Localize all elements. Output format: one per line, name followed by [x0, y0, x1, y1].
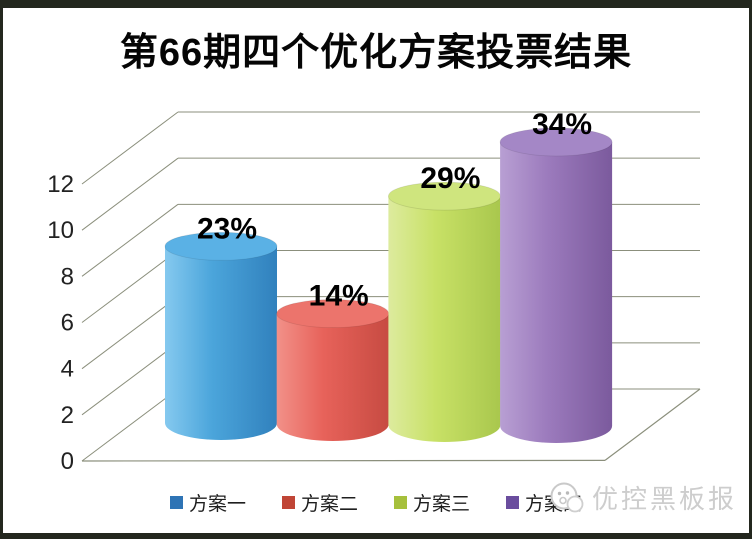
- y-axis-tick-label: 0: [61, 448, 74, 475]
- data-label: 14%: [309, 280, 369, 313]
- grid-line-depth: [81, 111, 179, 185]
- cylinder-body-方案三: [388, 196, 501, 442]
- floor-right-edge: [604, 388, 701, 461]
- cylinder-body-方案四: [500, 142, 613, 443]
- legend-swatch: [281, 496, 295, 509]
- cylinder-top-方案四: [499, 127, 613, 157]
- legend-swatch: [506, 496, 520, 509]
- y-axis-tick-label: 12: [47, 171, 74, 198]
- grid-line-depth: [81, 388, 179, 462]
- cylinder-top-方案一: [164, 231, 278, 261]
- floor-front-edge: [81, 459, 606, 462]
- watermark: 优控黑板报: [547, 479, 737, 516]
- grid-line-depth: [81, 342, 179, 416]
- y-axis-tick-label: 2: [61, 402, 74, 429]
- legend-label: 方案二: [300, 494, 358, 515]
- grid-line-depth: [81, 250, 179, 323]
- data-label: 34%: [532, 108, 592, 141]
- data-label: 29%: [420, 162, 480, 195]
- legend-swatch: [169, 496, 183, 509]
- legend-item-3: 方案三: [394, 489, 470, 516]
- legend-label: 方案三: [413, 494, 471, 515]
- y-axis-tick-label: 4: [61, 356, 74, 383]
- y-axis-tick-label: 6: [61, 310, 74, 337]
- y-axis-tick-label: 10: [47, 217, 74, 244]
- grid-line-depth: [81, 296, 179, 370]
- watermark-text: 优控黑板报: [592, 484, 738, 514]
- legend: 方案一 方案二 方案三 方案四: [0, 489, 752, 516]
- chart-title: 第66期四个优化方案投票结果: [119, 32, 633, 74]
- legend-item-2: 方案二: [281, 489, 358, 516]
- legend-item-1: 方案一: [169, 489, 246, 516]
- grid-line-depth: [81, 157, 179, 231]
- legend-label: 方案一: [188, 494, 246, 515]
- grid-line-depth: [81, 203, 179, 277]
- cylinder-body-方案一: [165, 246, 277, 440]
- y-axis-tick-label: 8: [61, 263, 74, 290]
- cylinder-body-方案二: [276, 313, 389, 441]
- data-label: 23%: [197, 212, 257, 245]
- legend-swatch: [394, 496, 407, 509]
- smiley-face-icon: [550, 482, 584, 512]
